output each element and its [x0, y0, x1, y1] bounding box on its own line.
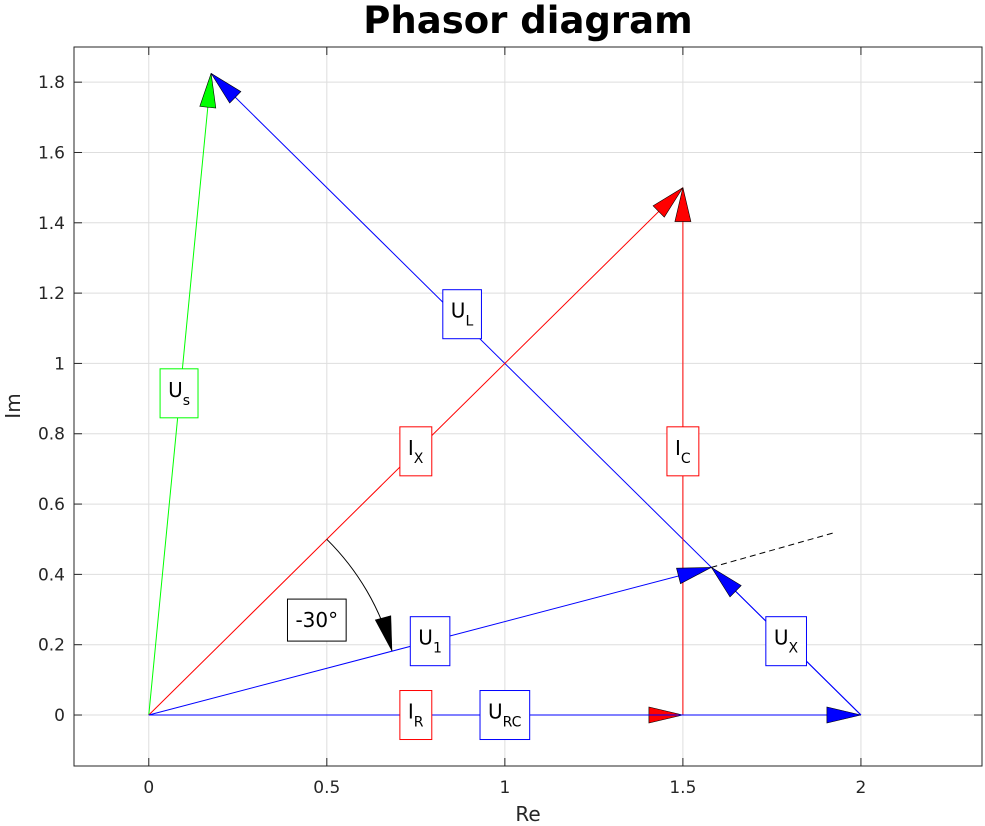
angle-arc-arrowhead [374, 615, 393, 651]
label-ux-subscript: X [788, 641, 798, 657]
label-urc-main: U [488, 700, 503, 724]
label-us-text: Us [168, 378, 190, 409]
u1-dashed-extension [711, 531, 837, 568]
phasor-ic-arrowhead [674, 187, 692, 222]
x-tick-label: 1 [499, 778, 510, 798]
y-tick-label: 1.8 [38, 73, 65, 93]
angle-label-box [286, 598, 347, 642]
chart-title: Phasor diagram [363, 0, 692, 42]
y-tick-label: 0.2 [38, 636, 65, 656]
label-urc-subscript: RC [503, 715, 522, 731]
x-tick-label: 1.5 [669, 778, 696, 798]
label-u1-main: U [418, 626, 433, 650]
phasor-urc-arrowhead [826, 706, 861, 724]
axes-background [74, 47, 982, 766]
label-ux-main: U [774, 626, 789, 650]
label-ix-main: I [408, 436, 414, 460]
y-tick-label: 0 [54, 706, 65, 726]
y-tick-label: 0.8 [38, 425, 65, 445]
phasor-ix-arrowhead [652, 187, 684, 218]
label-ic: IC [666, 426, 700, 477]
label-urc: URC [479, 690, 531, 741]
label-ux-text: UX [774, 626, 799, 657]
y-tick-label: 1 [54, 354, 65, 374]
x-tick-label: 2 [856, 778, 867, 798]
label-ul-subscript: L [465, 314, 473, 330]
label-ix: IX [399, 426, 433, 477]
label-u1: U1 [409, 616, 451, 667]
angle-label-main: -30° [295, 608, 338, 632]
label-ul-box [442, 289, 482, 340]
label-ir-subscript: R [414, 715, 424, 731]
y-tick-label: 1.4 [38, 214, 65, 234]
axes-box [73, 46, 983, 767]
phasor-ul-arrowhead [210, 73, 242, 104]
phasor-u1-arrowhead [676, 567, 712, 585]
y-axis-label: Im [1, 393, 25, 418]
label-urc-box [479, 690, 531, 741]
label-ic-main: I [675, 436, 681, 460]
grid [74, 47, 982, 766]
label-u1-text: U1 [418, 626, 442, 657]
label-ul: UL [442, 289, 482, 340]
label-ul-main: U [451, 299, 466, 323]
x-axis-label: Re [515, 802, 540, 826]
x-tick-label: 0 [143, 778, 154, 798]
angle-label: -30° [286, 598, 347, 642]
label-ir-text: IR [408, 700, 424, 731]
label-ux: UX [765, 616, 807, 667]
label-ic-text: IC [675, 436, 691, 467]
label-ul-text: UL [451, 299, 474, 330]
label-ic-subscript: C [681, 451, 691, 467]
label-ix-box [399, 426, 433, 477]
label-u1-box [409, 616, 451, 667]
label-ir: IR [399, 690, 433, 741]
y-tick-label: 0.4 [38, 565, 65, 585]
label-us-box [159, 368, 199, 419]
label-urc-text: URC [488, 700, 522, 731]
label-ux-box [765, 616, 807, 667]
label-ir-box [399, 690, 433, 741]
x-tick-label: 0.5 [313, 778, 340, 798]
label-us-subscript: s [183, 393, 190, 409]
tick-layer: 0 0.5 1 1.5 2 0 0.2 0.4 0.6 0.8 1 1.2 1.4 1.6 1.8 [38, 47, 982, 798]
label-us: Us [159, 368, 199, 419]
label-ir-main: I [408, 700, 414, 724]
label-us-main: U [168, 378, 183, 402]
label-ix-text: IX [408, 436, 424, 467]
phasor-us-arrowhead [199, 73, 217, 109]
label-ic-box [666, 426, 700, 477]
y-tick-label: 1.6 [38, 143, 65, 163]
label-u1-subscript: 1 [433, 641, 442, 657]
angle-label-text: -30° [295, 608, 338, 632]
phasor-layer [148, 73, 862, 724]
y-tick-label: 1.2 [38, 284, 65, 304]
phasor-ux-arrowhead [711, 567, 742, 598]
y-tick-label: 0.6 [38, 495, 65, 515]
label-ix-subscript: X [414, 451, 424, 467]
